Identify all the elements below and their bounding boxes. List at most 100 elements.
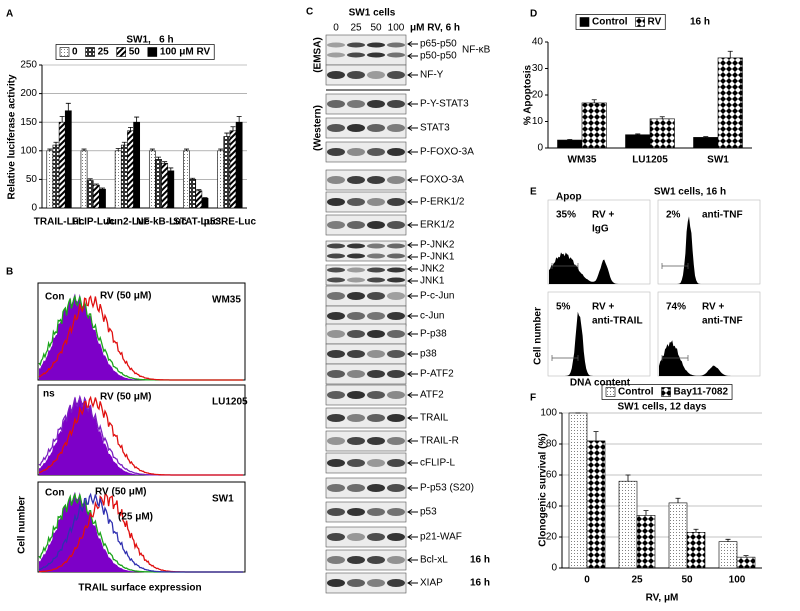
- error-bar: [725, 538, 731, 542]
- blot-band: [347, 277, 365, 283]
- bar: [183, 150, 190, 209]
- bar: [195, 190, 203, 209]
- y-tick-label: 10: [532, 116, 544, 127]
- blot-band: [367, 198, 385, 206]
- curve-label: Con: [45, 292, 64, 303]
- histogram-line: [38, 395, 243, 476]
- blot-strip: [325, 549, 407, 571]
- x-tick-label: WM35: [568, 155, 597, 166]
- blot-band: [367, 124, 385, 132]
- bar: [636, 514, 656, 569]
- y-axis-label: % Apoptosis: [523, 64, 534, 125]
- blot-band: [367, 221, 385, 229]
- blot-band: [387, 176, 405, 184]
- error-bar: [625, 474, 631, 482]
- error-bar: [224, 132, 230, 137]
- curve-label: ns: [43, 389, 55, 400]
- legend-swatch: [116, 47, 126, 57]
- blot-label: P-c-Jun: [420, 291, 454, 302]
- blot-band: [387, 533, 405, 541]
- condition-label: anti-TRAIL: [592, 316, 643, 327]
- blot-band: [347, 484, 365, 492]
- gate: [661, 263, 689, 269]
- gate-label: Apop: [556, 192, 582, 203]
- blot-band: [367, 267, 385, 273]
- blot-band: [327, 556, 345, 564]
- error-bar: [134, 116, 140, 123]
- blot-band: [387, 391, 405, 399]
- bar: [581, 102, 607, 149]
- blot-band: [347, 100, 365, 108]
- y-tick-label: 0: [537, 143, 543, 154]
- assay-label: (EMSA): [313, 37, 324, 73]
- blot-label: P-p38: [420, 329, 447, 340]
- bar: [618, 480, 638, 569]
- blot-band: [347, 391, 365, 399]
- error-bar: [693, 528, 699, 533]
- error-bar: [127, 126, 133, 131]
- bar: [235, 121, 243, 209]
- blot-band: [367, 370, 385, 378]
- blot-label: P-JNK2: [420, 240, 455, 251]
- blot-band: [347, 370, 365, 378]
- arrow: [407, 534, 418, 540]
- error-bar: [93, 183, 99, 186]
- bar: [52, 144, 60, 209]
- blot-band: [387, 148, 405, 156]
- blot-strip: [325, 34, 407, 66]
- blot-band: [367, 437, 385, 445]
- y-tick-label: 200: [20, 88, 37, 99]
- arrow: [407, 222, 418, 228]
- error-bar: [196, 189, 202, 191]
- error-bar: [218, 148, 224, 151]
- bar: [686, 532, 706, 569]
- error-bar: [65, 102, 71, 111]
- bar: [668, 502, 688, 569]
- bar: [718, 541, 738, 569]
- blot-band: [367, 533, 385, 541]
- curve-label: RV (50 μM): [100, 392, 152, 403]
- blot-band: [367, 508, 385, 516]
- y-axis-label: Clonogenic survival (%): [538, 433, 549, 546]
- legend-swatch: [59, 47, 70, 57]
- blot-band: [347, 533, 365, 541]
- blot-title: SW1 cells: [349, 8, 396, 19]
- error-bar: [703, 136, 709, 138]
- bar: [586, 440, 606, 569]
- y-tick-label: 40: [532, 37, 544, 48]
- error-bar: [591, 99, 597, 103]
- x-tick-label: p53RE-Luc: [204, 217, 257, 228]
- y-axis-label: Relative luciferase activity: [7, 74, 18, 200]
- blot-label: cFLIP-L: [420, 458, 455, 469]
- cell-line-label: WM35: [212, 295, 241, 306]
- gate: [551, 263, 579, 269]
- blot-band: [327, 391, 345, 399]
- blot-strip: [325, 64, 407, 86]
- bar: [133, 121, 141, 209]
- blot-band: [387, 267, 405, 273]
- gate: [661, 355, 689, 361]
- histogram-line: [38, 294, 243, 381]
- bar: [189, 179, 197, 209]
- legend-label: 50: [129, 47, 141, 58]
- bar: [167, 170, 175, 209]
- blot-label: P-FOXO-3A: [420, 147, 474, 158]
- y-tick-label: 0: [551, 563, 557, 574]
- arrow: [407, 580, 418, 586]
- blot-label: ERK1/2: [420, 220, 455, 231]
- percent-label: 2%: [666, 210, 681, 221]
- blot-label: STAT3: [420, 123, 450, 134]
- blot-band: [327, 484, 345, 492]
- blot-band: [347, 42, 365, 48]
- blot-band: [387, 437, 405, 445]
- bar: [80, 150, 88, 209]
- blot-band: [347, 71, 365, 79]
- legend-label: 100 μM RV: [160, 47, 211, 58]
- blot-label: NF-Y: [420, 70, 444, 81]
- blot-label: P-JNK1: [420, 252, 455, 263]
- legend-swatch: [147, 47, 158, 57]
- legend-swatch: [579, 17, 590, 27]
- bar: [557, 139, 583, 149]
- percent-label: 74%: [666, 302, 686, 313]
- blot-band: [327, 414, 345, 422]
